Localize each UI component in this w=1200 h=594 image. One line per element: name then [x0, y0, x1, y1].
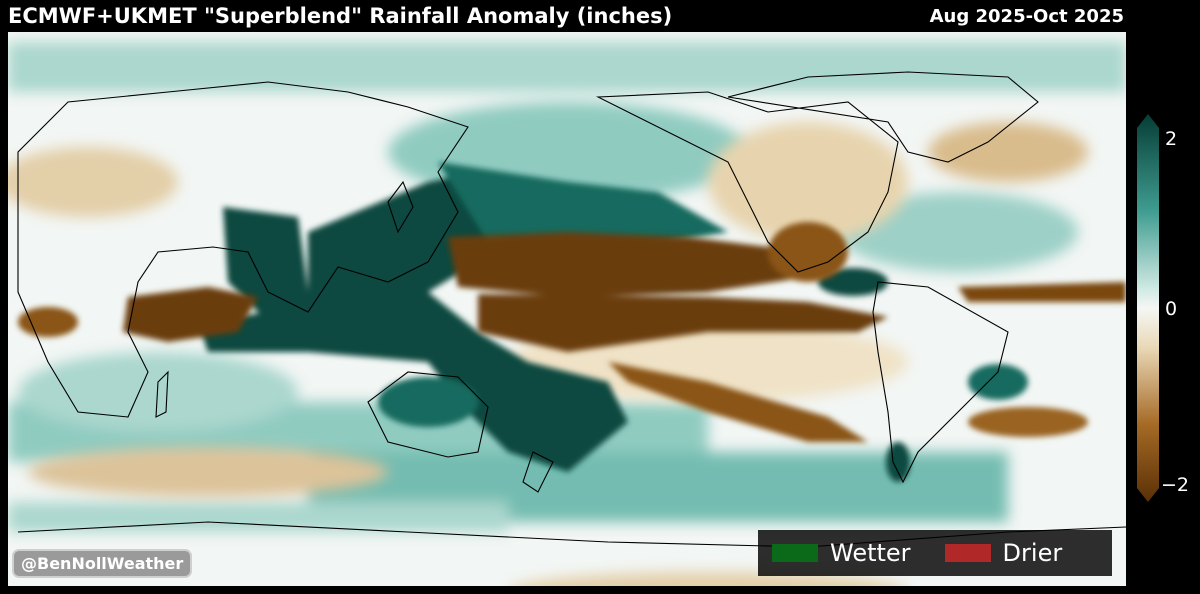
map-title: ECMWF+UKMET "Superblend" Rainfall Anomal… [8, 4, 673, 28]
credit-badge: @BenNollWeather [12, 549, 193, 578]
legend-label-drier: Drier [1002, 539, 1063, 567]
strong-dry-regions [18, 222, 1126, 442]
strong-wet-regions [198, 162, 1028, 482]
rainfall-anomaly-map [8, 32, 1126, 586]
map-canvas [8, 32, 1126, 586]
legend-item-drier: Drier [944, 539, 1063, 567]
legend-item-wetter: Wetter [772, 539, 911, 567]
colorbar [1137, 114, 1159, 502]
legend-label-wetter: Wetter [830, 539, 911, 567]
legend: Wetter Drier [758, 530, 1112, 576]
legend-swatch-wetter [772, 544, 818, 562]
forecast-period: Aug 2025-Oct 2025 [929, 6, 1124, 27]
colorbar-max-label: 2 [1165, 128, 1178, 150]
colorbar-min-label: −2 [1161, 474, 1190, 496]
colorbar-mid-label: 0 [1165, 298, 1178, 320]
colorbar-ramp [1137, 114, 1159, 502]
legend-swatch-drier [944, 544, 991, 562]
